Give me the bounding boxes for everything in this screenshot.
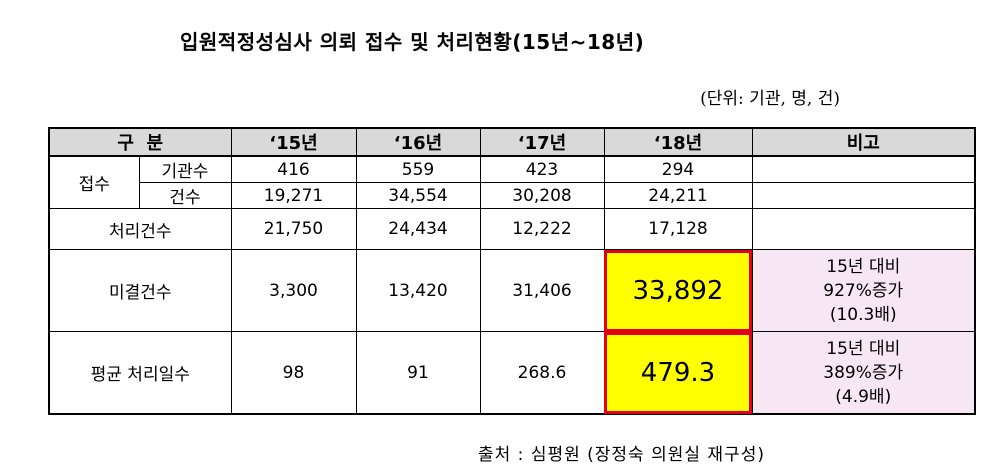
header-row: 구 분 ‘15년 ‘16년 ‘17년 ‘18년 비고 <box>48 127 976 157</box>
table-row-cases: 건수 19,271 34,554 30,208 24,211 <box>49 182 976 209</box>
cell-processed-remarks <box>751 208 976 250</box>
note-line: (10.3배) <box>829 304 897 325</box>
cell-institutions-15: 416 <box>230 155 357 183</box>
note-line: 15년 대비 <box>826 256 901 277</box>
cell-pending-16: 13,420 <box>355 249 481 332</box>
header-category: 구 분 <box>48 127 232 157</box>
cell-institutions-18: 294 <box>603 155 753 183</box>
row-label-institutions: 기관수 <box>138 155 232 183</box>
cell-processed-16: 24,434 <box>355 208 481 250</box>
cell-institutions-remarks <box>751 155 976 183</box>
cell-processed-15: 21,750 <box>230 208 357 250</box>
header-year-18: ‘18년 <box>603 127 753 157</box>
note-line: 927%증가 <box>823 280 904 301</box>
cell-cases-16: 34,554 <box>355 182 481 209</box>
row-label-pending: 미결건수 <box>48 249 232 332</box>
review-status-table: 구 분 ‘15년 ‘16년 ‘17년 ‘18년 비고 접수 기관수 416 55… <box>48 127 976 415</box>
cell-avg-days-remarks: 15년 대비 389%증가 (4.9배) <box>751 331 976 415</box>
cell-pending-15: 3,300 <box>230 249 357 332</box>
table-row-pending: 미결건수 3,300 13,420 31,406 33,892 15년 대비 9… <box>48 249 976 332</box>
cell-pending-17: 31,406 <box>479 249 605 332</box>
cell-pending-18-highlighted: 33,892 <box>603 249 753 332</box>
cell-cases-18: 24,211 <box>603 182 753 209</box>
cell-processed-17: 12,222 <box>479 208 605 250</box>
cell-avg-days-16: 91 <box>355 331 481 415</box>
cell-institutions-17: 423 <box>479 155 605 183</box>
cell-cases-17: 30,208 <box>479 182 605 209</box>
row-label-cases: 건수 <box>138 182 232 209</box>
cell-avg-days-15: 98 <box>230 331 357 415</box>
table-row-avg-days: 평균 처리일수 98 91 268.6 479.3 15년 대비 389%증가 … <box>48 331 976 415</box>
row-label-receipt: 접수 <box>48 155 140 209</box>
cell-institutions-16: 559 <box>355 155 481 183</box>
row-label-avg-days: 평균 처리일수 <box>48 331 232 415</box>
table-title: 입원적정성심사 의뢰 접수 및 처리현황(15년~18년) <box>180 30 645 54</box>
unit-note: (단위: 기관, 명, 건) <box>700 89 840 109</box>
cell-avg-days-17: 268.6 <box>479 331 605 415</box>
table-row-institutions: 접수 기관수 416 559 423 294 <box>48 155 976 209</box>
header-year-16: ‘16년 <box>355 127 481 157</box>
note-line: (4.9배) <box>835 386 892 407</box>
cell-avg-days-18-highlighted: 479.3 <box>603 331 753 415</box>
note-line: 389%증가 <box>823 362 904 383</box>
header-year-15: ‘15년 <box>230 127 357 157</box>
header-remarks: 비고 <box>751 127 976 157</box>
row-label-processed: 처리건수 <box>48 208 232 250</box>
cell-pending-remarks: 15년 대비 927%증가 (10.3배) <box>751 249 976 332</box>
cell-processed-18: 17,128 <box>603 208 753 250</box>
source-note: 출처 : 심평원 (장정숙 의원실 재구성) <box>478 445 765 465</box>
note-line: 15년 대비 <box>826 338 901 359</box>
cell-cases-15: 19,271 <box>230 182 357 209</box>
table-row-processed: 처리건수 21,750 24,434 12,222 17,128 <box>48 208 976 250</box>
cell-cases-remarks <box>751 182 976 209</box>
header-year-17: ‘17년 <box>479 127 605 157</box>
